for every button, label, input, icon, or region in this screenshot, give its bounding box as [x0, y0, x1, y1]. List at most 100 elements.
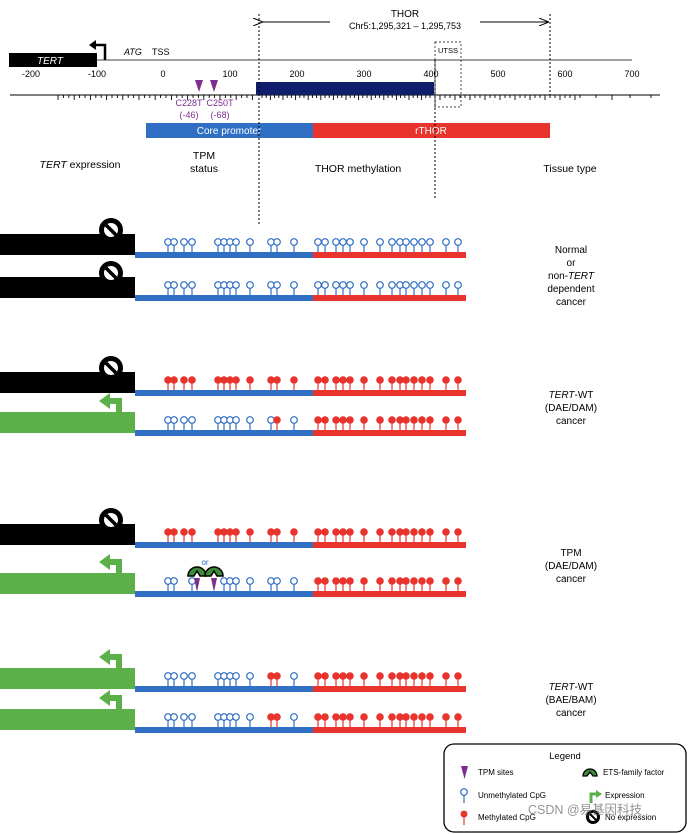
unmethylated-cpg [170, 416, 178, 430]
methylated-cpg [396, 528, 404, 542]
methylated-cpg [360, 577, 368, 591]
methylated-cpg [314, 577, 322, 591]
tpm-site-legend-icon [461, 766, 468, 779]
unmethylated-cpg [170, 238, 178, 252]
expression-arrow-icon [99, 690, 122, 709]
ets-or-label: or [201, 558, 208, 567]
core-promoter-line [135, 252, 313, 258]
methylated-cpg [454, 528, 462, 542]
unmethylated-cpg [180, 281, 188, 295]
no-expression-icon [99, 356, 123, 380]
methylated-cpg [273, 376, 281, 390]
rthor-bar [313, 123, 550, 138]
methylated-cpg [360, 416, 368, 430]
methylated-cpg [402, 577, 410, 591]
methylated-cpg [346, 416, 354, 430]
unmethylated-cpg [267, 416, 275, 430]
unmethylated-cpg [290, 238, 298, 252]
methylated-cpg [346, 672, 354, 686]
methylated-cpg [339, 416, 347, 430]
unmethylated-cpg [188, 238, 196, 252]
unmethylated-cpg [220, 577, 228, 591]
promoter-row [0, 508, 466, 548]
methylated-cpg [454, 713, 462, 727]
unmethylated-cpg [188, 281, 196, 295]
methylated-cpg [346, 528, 354, 542]
rthor-line [313, 390, 466, 396]
unmethylated-cpg [180, 238, 188, 252]
unmethylated-cpg [164, 672, 172, 686]
tissue-type-label: cancer [556, 708, 587, 719]
unmethylated-cpg [442, 281, 450, 295]
methylated-cpg [346, 713, 354, 727]
unmethylated-cpg [220, 281, 228, 295]
tert-gene-block [9, 53, 97, 67]
methylated-cpg [339, 713, 347, 727]
thor-methylation-header: THOR methylation [315, 163, 402, 175]
ruler-tick-label: 700 [624, 69, 639, 79]
tpm-site-marker [211, 578, 217, 592]
unmethylated-cpg [290, 281, 298, 295]
tpm-site-marker-c228 [195, 80, 203, 92]
c228t-position: (-46) [179, 110, 198, 120]
methylated-cpg [226, 528, 234, 542]
methylated-cpg [418, 376, 426, 390]
unmethylated-cpg [220, 416, 228, 430]
unmethylated-cpg [290, 713, 298, 727]
methylated-cpg [188, 528, 196, 542]
methylated-cpg [232, 528, 240, 542]
tissue-type-label: dependent [547, 284, 594, 295]
methylated-cpg [220, 528, 228, 542]
unmethylated-cpg [339, 238, 347, 252]
methylated-cpg [273, 713, 281, 727]
methylated-cpg [426, 672, 434, 686]
unmethylated-cpg [360, 238, 368, 252]
methylated-cpg [402, 713, 410, 727]
unmethylated-cpg [321, 281, 329, 295]
unmethylated-cpg [267, 238, 275, 252]
methylated-cpg [388, 672, 396, 686]
tissue-type-label: (DAE/DAM) [545, 403, 597, 414]
methylated-cpg [396, 713, 404, 727]
methylated-cpg [376, 577, 384, 591]
unmethylated-cpg [418, 238, 426, 252]
tss-label: TSS [152, 47, 170, 57]
methylated-cpg [220, 376, 228, 390]
unmethylated-cpg [214, 672, 222, 686]
ruler: -200 -100 0 100 200 300 400 500 600 700 [22, 69, 640, 79]
methylated-cpg [410, 416, 418, 430]
methylated-cpg [402, 416, 410, 430]
unmethylated-cpg [388, 238, 396, 252]
methylated-cpg [442, 713, 450, 727]
legend-methylated: Methylated CpG [478, 813, 536, 822]
tert-gene-label: TERT [37, 56, 64, 67]
unmethylated-cpg [226, 281, 234, 295]
expression-legend-icon [589, 792, 598, 803]
tpm-site-marker [194, 578, 200, 592]
methylated-cpg [360, 713, 368, 727]
methylated-cpg [418, 416, 426, 430]
thor-title: THOR [391, 9, 419, 20]
unmethylated-cpg [164, 238, 172, 252]
unmethylated-cpg [226, 238, 234, 252]
unmethylated-cpg [214, 238, 222, 252]
methylated-cpg [360, 672, 368, 686]
methylated-cpg [442, 376, 450, 390]
tissue-type-label: cancer [556, 416, 587, 427]
unmethylated-cpg [226, 672, 234, 686]
methylated-cpg [267, 528, 275, 542]
methylated-cpg [164, 376, 172, 390]
core-promoter-line [135, 727, 313, 733]
methylated-cpg [376, 416, 384, 430]
unmethylated-cpg [396, 281, 404, 295]
unmethylated-cpg [232, 672, 240, 686]
unmethylated-cpg [376, 238, 384, 252]
methylated-cpg [376, 528, 384, 542]
methylated-cpg [321, 672, 329, 686]
core-promoter-line [135, 430, 313, 436]
methylated-cpg [180, 528, 188, 542]
unmethylated-cpg [346, 281, 354, 295]
methylated-cpg [410, 672, 418, 686]
tert-silent-block [0, 277, 135, 298]
